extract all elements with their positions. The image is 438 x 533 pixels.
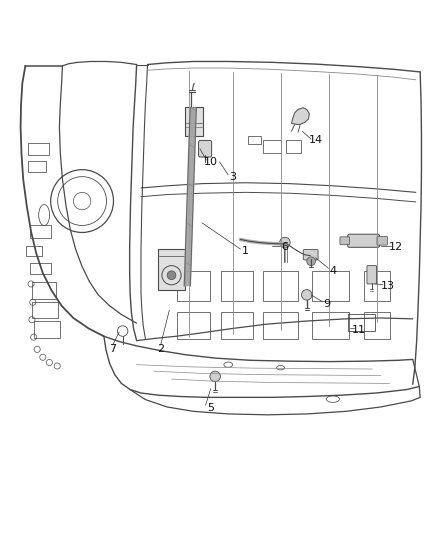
- FancyBboxPatch shape: [376, 237, 387, 245]
- Text: 2: 2: [157, 344, 164, 354]
- Bar: [262, 312, 297, 339]
- Text: 6: 6: [281, 242, 288, 252]
- Text: 9: 9: [322, 298, 329, 309]
- Circle shape: [301, 289, 311, 300]
- Text: 11: 11: [351, 325, 365, 335]
- Bar: [28, 161, 46, 172]
- Bar: [311, 312, 349, 339]
- Bar: [347, 313, 374, 331]
- Polygon shape: [291, 108, 309, 125]
- Bar: [220, 312, 253, 339]
- Bar: [262, 140, 280, 153]
- Circle shape: [167, 271, 176, 280]
- Text: 5: 5: [207, 403, 214, 413]
- Bar: [286, 140, 300, 153]
- Circle shape: [209, 371, 220, 382]
- Bar: [32, 282, 56, 299]
- Bar: [30, 225, 51, 238]
- FancyBboxPatch shape: [303, 249, 318, 260]
- Text: 1: 1: [242, 246, 249, 256]
- Bar: [32, 302, 57, 318]
- Circle shape: [279, 237, 290, 248]
- Bar: [177, 271, 209, 301]
- Bar: [364, 271, 390, 301]
- Bar: [30, 263, 51, 274]
- Bar: [26, 246, 42, 256]
- Text: 10: 10: [203, 157, 217, 167]
- Bar: [364, 312, 390, 339]
- Text: 4: 4: [328, 266, 336, 276]
- Bar: [262, 271, 297, 301]
- FancyBboxPatch shape: [347, 234, 379, 247]
- Bar: [34, 321, 60, 338]
- Text: 3: 3: [229, 172, 236, 182]
- Bar: [28, 143, 49, 155]
- Bar: [177, 312, 209, 339]
- FancyBboxPatch shape: [198, 140, 211, 157]
- Text: 14: 14: [308, 135, 322, 145]
- Circle shape: [306, 257, 315, 265]
- Text: 13: 13: [380, 281, 394, 291]
- Bar: [248, 135, 260, 144]
- FancyBboxPatch shape: [339, 237, 349, 245]
- Text: 12: 12: [388, 242, 403, 252]
- FancyBboxPatch shape: [366, 265, 376, 284]
- Text: 7: 7: [109, 344, 116, 354]
- Bar: [311, 271, 349, 301]
- Bar: [158, 249, 184, 290]
- Bar: [185, 107, 202, 135]
- Bar: [220, 271, 253, 301]
